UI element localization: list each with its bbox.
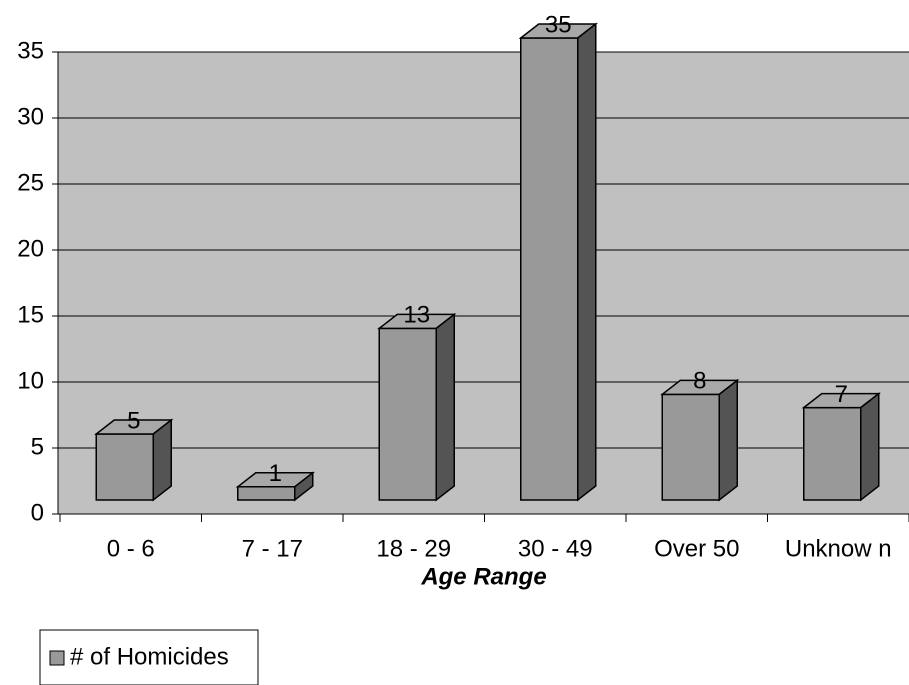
bar-side <box>718 378 738 502</box>
x-tick-label: Unknow n <box>785 535 892 562</box>
legend-swatch <box>49 650 65 666</box>
y-tick-label: 25 <box>17 169 44 196</box>
bar-front <box>803 406 862 501</box>
x-tick-label: 0 - 6 <box>107 535 155 562</box>
bar <box>235 471 315 502</box>
bar <box>94 418 174 502</box>
x-tick-label: 7 - 17 <box>242 535 303 562</box>
data-label: 1 <box>269 460 282 487</box>
y-tick-label: 10 <box>17 367 44 394</box>
bar-front <box>95 433 154 501</box>
bar <box>518 22 598 502</box>
y-tick-label: 5 <box>31 433 44 460</box>
x-axis-title: Age Range <box>420 563 546 590</box>
bar-side <box>152 418 172 502</box>
y-tick-label: 0 <box>31 499 44 526</box>
bar-side <box>860 392 880 502</box>
bar-side <box>294 471 314 502</box>
data-label: 5 <box>127 407 140 434</box>
bar-front <box>237 486 296 501</box>
data-label: 35 <box>545 11 572 38</box>
legend <box>39 629 259 685</box>
y-tick-label: 30 <box>17 103 44 130</box>
plot-area <box>58 52 909 514</box>
bar <box>801 392 881 502</box>
bar <box>377 312 457 502</box>
data-label: 7 <box>835 381 848 408</box>
y-tick-label: 35 <box>17 37 44 64</box>
bar-front <box>378 327 437 501</box>
x-tick-label: 30 - 49 <box>518 535 593 562</box>
x-tick-label: Over 50 <box>654 535 739 562</box>
y-tick-label: 20 <box>17 235 44 262</box>
data-label: 13 <box>403 302 430 329</box>
data-label: 8 <box>693 368 706 395</box>
bar-side <box>435 312 455 502</box>
bar <box>660 378 740 502</box>
bar-front <box>661 393 720 501</box>
bar-front <box>520 37 579 501</box>
y-tick-label: 15 <box>17 301 44 328</box>
bar-side <box>577 22 597 502</box>
legend-label: # of Homicides <box>70 643 229 670</box>
x-tick-label: 18 - 29 <box>376 535 451 562</box>
